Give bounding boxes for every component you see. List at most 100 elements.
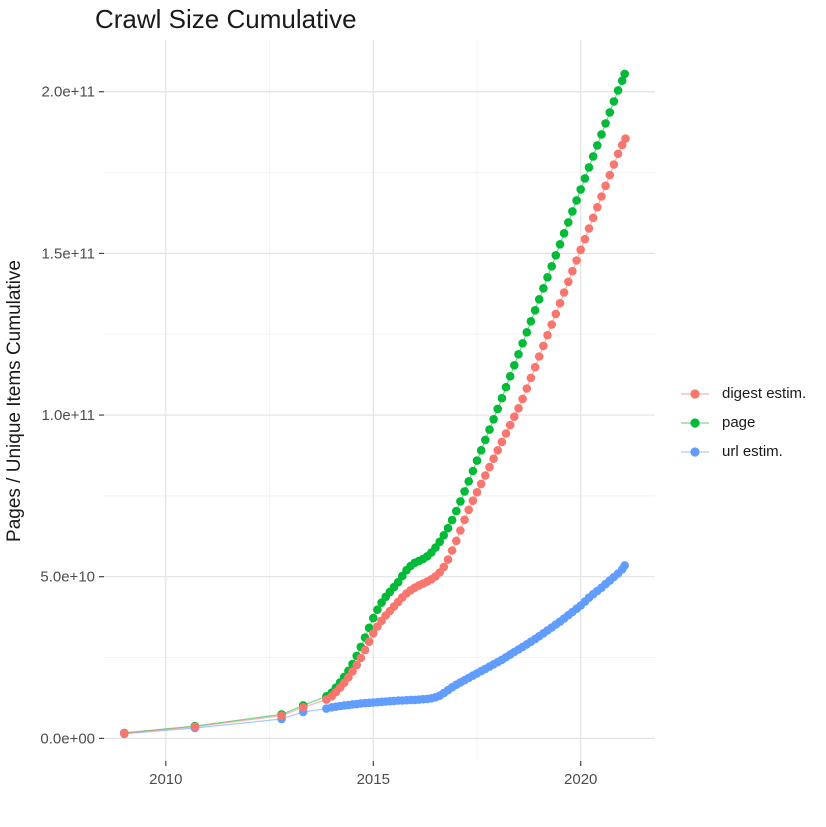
data-point — [435, 537, 445, 547]
legend-label: page — [722, 414, 756, 431]
data-point — [456, 526, 465, 535]
data-point — [551, 309, 561, 319]
legend-item: page — [680, 408, 806, 437]
data-point — [518, 394, 527, 404]
data-point — [555, 298, 565, 308]
legend-item: digest estim. — [680, 379, 806, 408]
data-point — [605, 108, 615, 117]
chart-title: Crawl Size Cumulative — [95, 4, 357, 34]
y-tick-label: 0.0e+00 — [40, 730, 95, 747]
data-point — [369, 613, 378, 623]
data-point — [190, 722, 200, 731]
data-point — [576, 185, 585, 194]
data-point — [547, 262, 556, 271]
data-point — [597, 192, 606, 201]
series-line — [124, 138, 627, 734]
data-point — [510, 412, 519, 422]
data-point — [514, 404, 523, 413]
legend-key-dot — [690, 417, 700, 428]
data-point — [543, 330, 552, 340]
data-point — [572, 256, 581, 265]
data-point — [356, 653, 366, 663]
legend-key-icon — [681, 388, 709, 399]
data-point — [522, 384, 532, 393]
data-point — [564, 277, 573, 287]
data-point — [584, 224, 594, 233]
data-point — [522, 328, 532, 337]
legend-label: digest estim. — [722, 385, 807, 402]
legend-key-dot — [690, 446, 700, 457]
data-point — [489, 454, 498, 464]
data-point — [373, 605, 382, 614]
data-point — [617, 140, 627, 150]
data-point — [481, 435, 490, 445]
data-point — [555, 240, 565, 249]
data-point — [468, 466, 478, 476]
data-point — [584, 163, 594, 172]
data-point — [559, 288, 569, 297]
data-point — [620, 69, 629, 79]
data-point — [493, 404, 503, 414]
data-point — [277, 711, 286, 720]
data-point — [576, 245, 585, 255]
data-point — [539, 284, 548, 293]
data-point — [468, 496, 478, 506]
data-point — [485, 425, 494, 434]
data-point — [476, 479, 486, 489]
data-point — [447, 546, 457, 555]
data-point — [443, 555, 453, 564]
legend-key-icon — [681, 446, 709, 457]
data-point — [580, 234, 590, 244]
data-point — [543, 273, 552, 282]
data-point — [443, 523, 453, 533]
data-point — [493, 446, 503, 455]
data-point — [510, 361, 519, 370]
data-point — [464, 477, 474, 486]
data-point — [505, 372, 515, 381]
data-point — [439, 562, 449, 572]
legend-item: url estim. — [680, 437, 806, 466]
data-point — [439, 531, 449, 540]
data-point — [501, 429, 511, 438]
data-point — [120, 728, 129, 738]
data-point — [530, 362, 540, 372]
data-point — [580, 174, 590, 183]
data-point — [564, 218, 573, 227]
data-point — [489, 415, 498, 424]
data-point — [609, 97, 619, 106]
data-point — [472, 456, 482, 465]
data-point — [601, 119, 610, 128]
data-point — [447, 515, 457, 525]
y-tick-label: 1.5e+11 — [41, 245, 95, 262]
data-point — [298, 703, 308, 712]
data-point — [369, 629, 378, 638]
data-point — [568, 207, 577, 216]
data-point — [497, 437, 507, 447]
data-point — [588, 213, 598, 223]
data-point — [534, 295, 544, 304]
data-point — [452, 506, 461, 516]
data-point — [352, 660, 362, 670]
x-tick-label: 2010 — [149, 771, 182, 788]
data-point — [514, 350, 523, 359]
x-tick-label: 2020 — [564, 771, 597, 788]
data-point — [497, 393, 507, 403]
data-point — [547, 320, 556, 329]
series-line — [124, 565, 626, 735]
data-point — [393, 577, 403, 587]
legend: digest estim. page url estim. — [680, 379, 806, 466]
legend-label: url estim. — [722, 443, 783, 460]
data-point — [539, 341, 548, 351]
data-point — [360, 645, 370, 655]
data-point — [472, 488, 482, 497]
data-point — [526, 373, 536, 383]
data-point — [518, 339, 527, 348]
data-point — [485, 462, 494, 472]
data-point — [476, 446, 486, 455]
data-point — [597, 130, 606, 139]
data-point — [593, 202, 602, 212]
data-point — [464, 505, 474, 515]
data-point — [617, 76, 627, 85]
